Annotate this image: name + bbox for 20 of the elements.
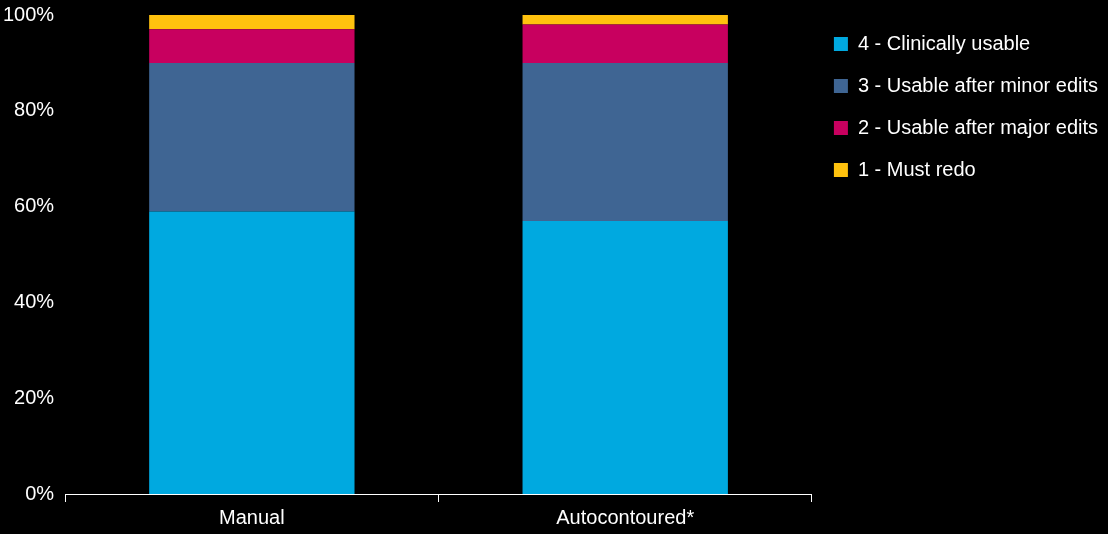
bar [522,220,728,494]
y-tick-label: 60% [14,194,55,217]
y-tick-label: 0% [25,481,55,504]
bar [149,62,355,212]
bar [522,15,728,25]
y-tick-label: 20% [14,385,55,408]
x-tick-label: Manual [219,505,285,528]
bar [149,29,355,63]
y-tick-label: 40% [14,289,55,312]
y-tick-label: 80% [14,98,55,121]
bar [522,62,728,221]
x-tick-label: Autocontoured* [556,505,695,528]
legend-label: 4 - Clinically usable [857,31,1031,54]
bar [149,211,355,494]
bar [149,15,355,30]
legend-label: 1 - Must redo [857,157,976,180]
bar [522,24,728,63]
y-tick-label: 100% [3,2,55,25]
legend-label: 2 - Usable after major edits [857,115,1099,138]
legend-label: 3 - Usable after minor edits [857,73,1099,96]
